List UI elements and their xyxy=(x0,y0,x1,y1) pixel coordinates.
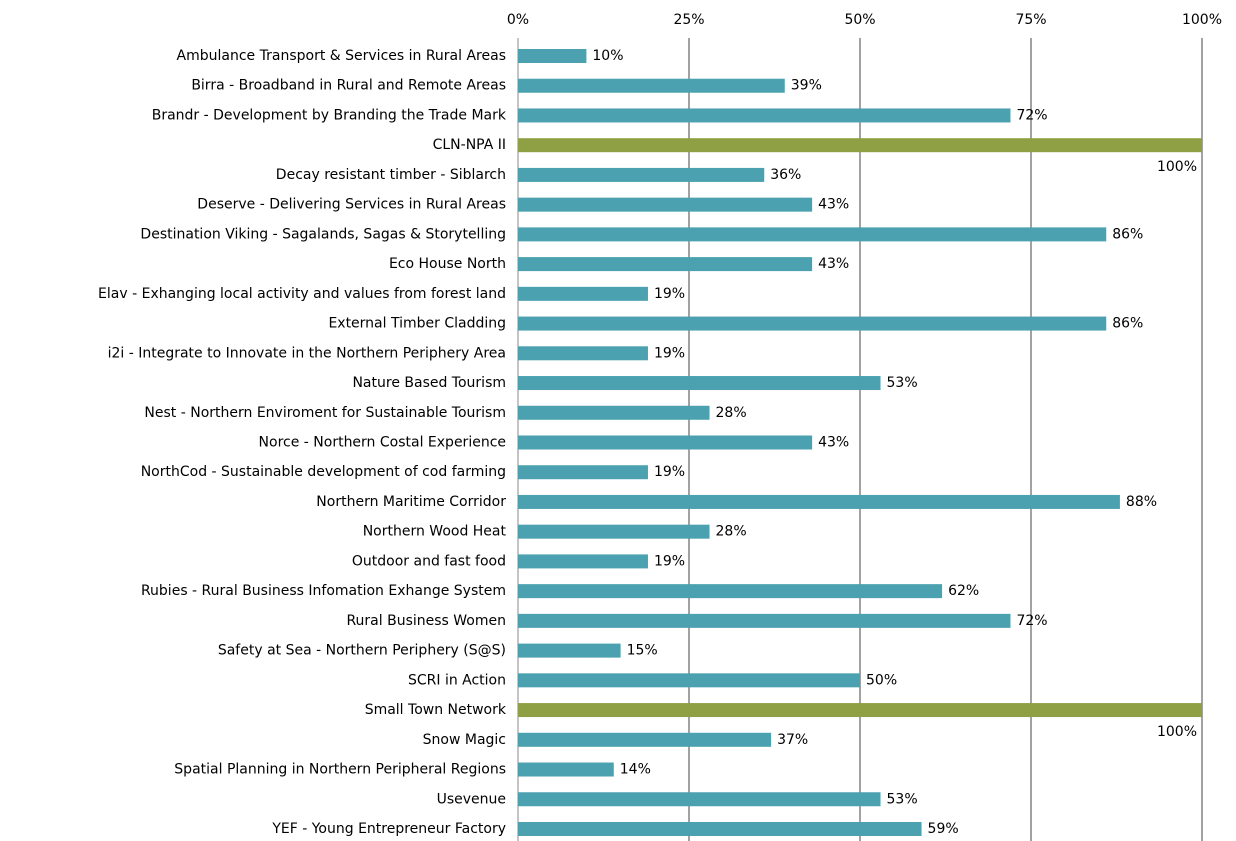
category-label: Usevenue xyxy=(437,791,506,807)
category-label: Brandr - Development by Branding the Tra… xyxy=(152,107,507,123)
value-label: 39% xyxy=(791,78,822,94)
value-label: 28% xyxy=(716,524,747,540)
x-tick-label: 100% xyxy=(1182,12,1222,28)
bar xyxy=(518,197,813,212)
category-label: Deserve - Delivering Services in Rural A… xyxy=(197,197,506,213)
value-label: 19% xyxy=(654,464,685,480)
category-label: Decay resistant timber - Siblarch xyxy=(276,167,506,183)
value-label: 100% xyxy=(1157,724,1197,740)
value-label: 72% xyxy=(1016,107,1047,123)
category-label: External Timber Cladding xyxy=(328,316,506,332)
bar xyxy=(518,613,1011,628)
bar xyxy=(518,762,614,777)
value-label: 19% xyxy=(654,553,685,569)
bar xyxy=(518,643,621,658)
category-label: NorthCod - Sustainable development of co… xyxy=(141,464,506,480)
x-tick-label: 75% xyxy=(1015,12,1046,28)
category-label: Rural Business Women xyxy=(346,613,506,629)
bar xyxy=(518,167,765,182)
bar xyxy=(518,792,881,807)
bar xyxy=(518,435,813,450)
category-label: Nest - Northern Enviroment for Sustainab… xyxy=(144,405,506,421)
value-label: 88% xyxy=(1126,494,1157,510)
category-label: Destination Viking - Sagalands, Sagas & … xyxy=(140,226,506,242)
category-label: Northern Maritime Corridor xyxy=(316,494,506,510)
bar xyxy=(518,584,943,599)
value-label: 43% xyxy=(818,434,849,450)
bar xyxy=(518,465,648,480)
value-label: 19% xyxy=(654,345,685,361)
bar xyxy=(518,346,648,361)
category-label: Birra - Broadband in Rural and Remote Ar… xyxy=(191,78,506,94)
bar xyxy=(518,524,710,539)
value-label: 15% xyxy=(627,643,658,659)
value-label: 86% xyxy=(1112,316,1143,332)
value-label: 100% xyxy=(1157,159,1197,175)
value-label: 14% xyxy=(620,762,651,778)
value-label: 43% xyxy=(818,256,849,272)
category-label: Outdoor and fast food xyxy=(352,553,506,569)
bar xyxy=(518,821,922,836)
category-label: Northern Wood Heat xyxy=(363,524,507,540)
category-label: Elav - Exhanging local activity and valu… xyxy=(98,286,506,302)
bar xyxy=(518,227,1107,242)
bar xyxy=(518,257,813,272)
category-label: SCRI in Action xyxy=(408,672,506,688)
value-label: 53% xyxy=(887,791,918,807)
value-label: 72% xyxy=(1016,613,1047,629)
category-label: Ambulance Transport & Services in Rural … xyxy=(177,48,506,64)
value-label: 10% xyxy=(592,48,623,64)
bar xyxy=(518,49,587,63)
value-label: 36% xyxy=(770,167,801,183)
x-tick-label: 0% xyxy=(507,12,529,28)
category-label: YEF - Young Entrepreneur Factory xyxy=(271,821,506,837)
bar xyxy=(518,405,710,420)
value-label: 19% xyxy=(654,286,685,302)
bar xyxy=(518,732,772,747)
bar xyxy=(518,78,785,93)
category-label: i2i - Integrate to Innovate in the North… xyxy=(108,345,506,361)
category-label: Nature Based Tourism xyxy=(352,375,506,391)
bar xyxy=(518,494,1120,509)
bar xyxy=(518,316,1107,331)
category-label: Eco House North xyxy=(389,256,506,272)
bar xyxy=(518,703,1202,718)
category-label: Safety at Sea - Northern Periphery (S@S) xyxy=(218,643,506,659)
x-tick-label: 25% xyxy=(673,12,704,28)
value-label: 53% xyxy=(887,375,918,391)
bar xyxy=(518,286,648,301)
category-label: Rubies - Rural Business Infomation Exhan… xyxy=(141,583,506,599)
category-label: Spatial Planning in Northern Peripheral … xyxy=(174,762,506,778)
value-label: 43% xyxy=(818,197,849,213)
category-label: Norce - Northern Costal Experience xyxy=(259,434,506,450)
value-label: 62% xyxy=(948,583,979,599)
category-label: CLN-NPA II xyxy=(433,137,506,153)
value-label: 59% xyxy=(928,821,959,837)
bar xyxy=(518,376,881,391)
value-label: 50% xyxy=(866,672,897,688)
value-label: 86% xyxy=(1112,226,1143,242)
value-label: 28% xyxy=(716,405,747,421)
bar xyxy=(518,673,860,688)
bar xyxy=(518,108,1011,123)
bar xyxy=(518,554,648,569)
category-label: Snow Magic xyxy=(423,732,506,748)
bar xyxy=(518,138,1202,153)
x-tick-label: 50% xyxy=(844,12,875,28)
category-label: Small Town Network xyxy=(365,702,507,718)
value-label: 37% xyxy=(777,732,808,748)
